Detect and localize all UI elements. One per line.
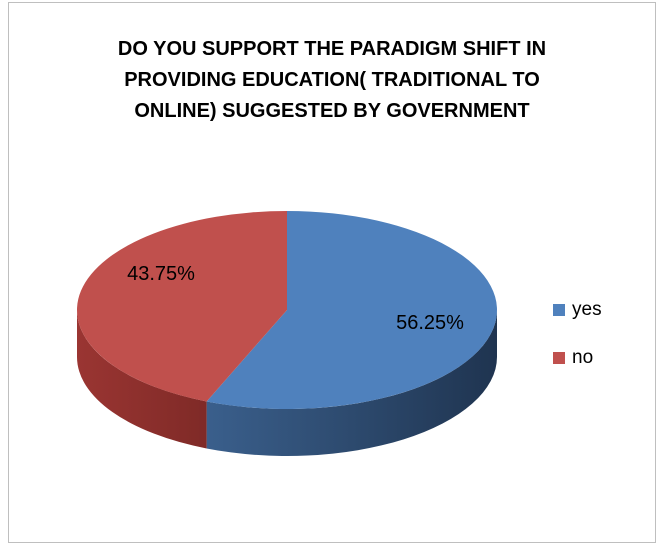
legend-swatch-no <box>553 352 565 364</box>
pie-slice-no <box>76 211 287 402</box>
pie-group: 56.25% 43.75% <box>76 211 498 456</box>
data-label-yes: 56.25% <box>396 312 464 334</box>
pie-side-yes <box>206 310 498 456</box>
legend: yes no <box>553 299 602 368</box>
pie-side-no <box>77 310 207 449</box>
chart-title: DO YOU SUPPORT THE PARADIGM SHIFT IN PRO… <box>117 38 547 122</box>
data-label-no: 43.75% <box>127 263 195 285</box>
legend-label-yes: yes <box>572 299 602 320</box>
legend-swatch-yes <box>553 304 565 316</box>
legend-label-no: no <box>572 347 593 368</box>
pie-slice-yes <box>206 211 497 409</box>
